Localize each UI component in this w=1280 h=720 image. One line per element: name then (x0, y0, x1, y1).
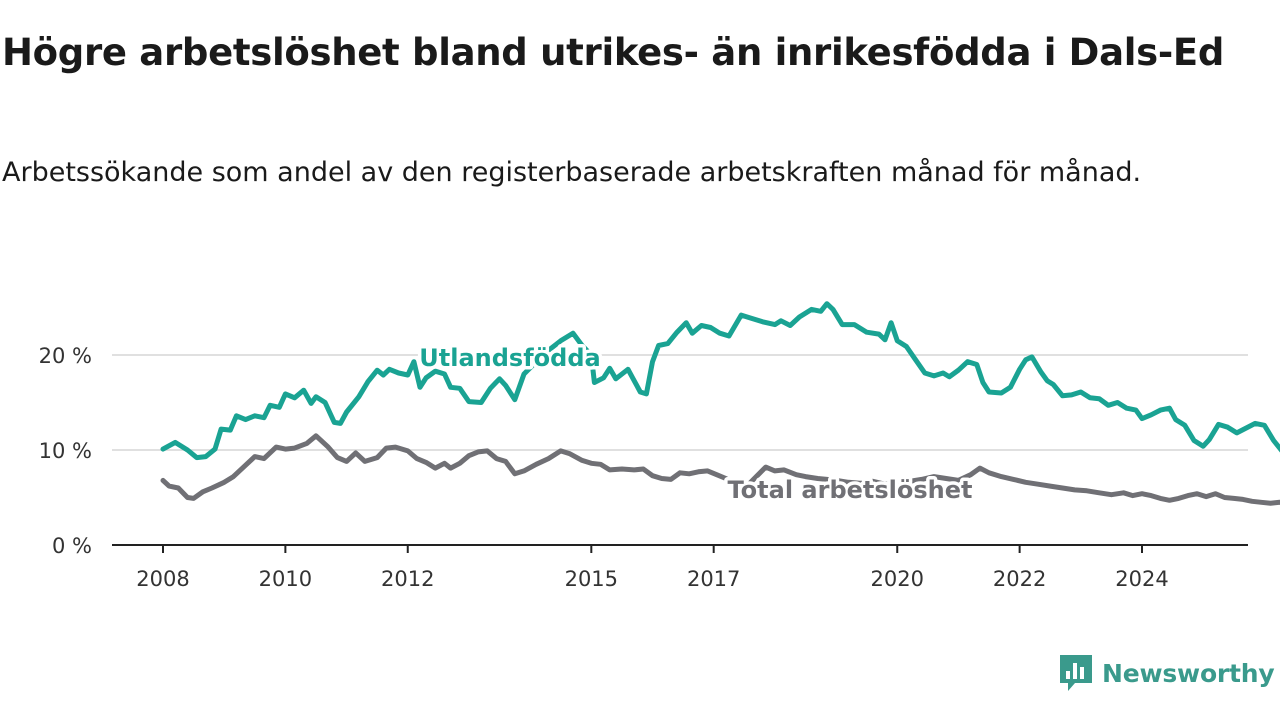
x-tick-label: 2015 (565, 567, 618, 591)
series-line-utlandsfodda (160, 301, 1280, 461)
gridlines (112, 354, 1248, 451)
series-label-utlandsfodda: Utlandsfödda (419, 344, 600, 372)
series-label-total: Total arbetslöshet (727, 476, 972, 504)
y-axis-ticks: 0 % 10 % 20 % (39, 344, 92, 558)
x-tick-label: 2010 (259, 567, 312, 591)
series-line-total (160, 433, 1280, 506)
y-tick-label: 10 % (39, 439, 92, 463)
x-tick-label: 2017 (687, 567, 740, 591)
x-tick-label: 2008 (136, 567, 189, 591)
chart-title: Högre arbetslöshet bland utrikes- än inr… (2, 31, 1225, 74)
x-tick-label: 2024 (1115, 567, 1168, 591)
chart-subtitle: Arbetssökande som andel av den registerb… (2, 157, 1142, 188)
brand: Newsworthy (1058, 652, 1275, 694)
x-tick-label: 2022 (993, 567, 1046, 591)
brand-name: Newsworthy (1102, 658, 1275, 688)
y-tick-label: 0 % (52, 534, 92, 558)
x-tick-label: 2012 (381, 567, 434, 591)
x-tick-label: 2020 (871, 567, 924, 591)
x-axis-ticks: 2008 2010 2012 2015 2017 2020 2022 2024 (136, 545, 1169, 591)
line-chart: 0 % 10 % 20 % 2008 2010 2012 2015 2017 2020 2022… (39, 301, 1280, 591)
newsworthy-logo-icon (1060, 655, 1092, 691)
y-tick-label: 20 % (39, 344, 92, 368)
series-lines (160, 301, 1280, 506)
